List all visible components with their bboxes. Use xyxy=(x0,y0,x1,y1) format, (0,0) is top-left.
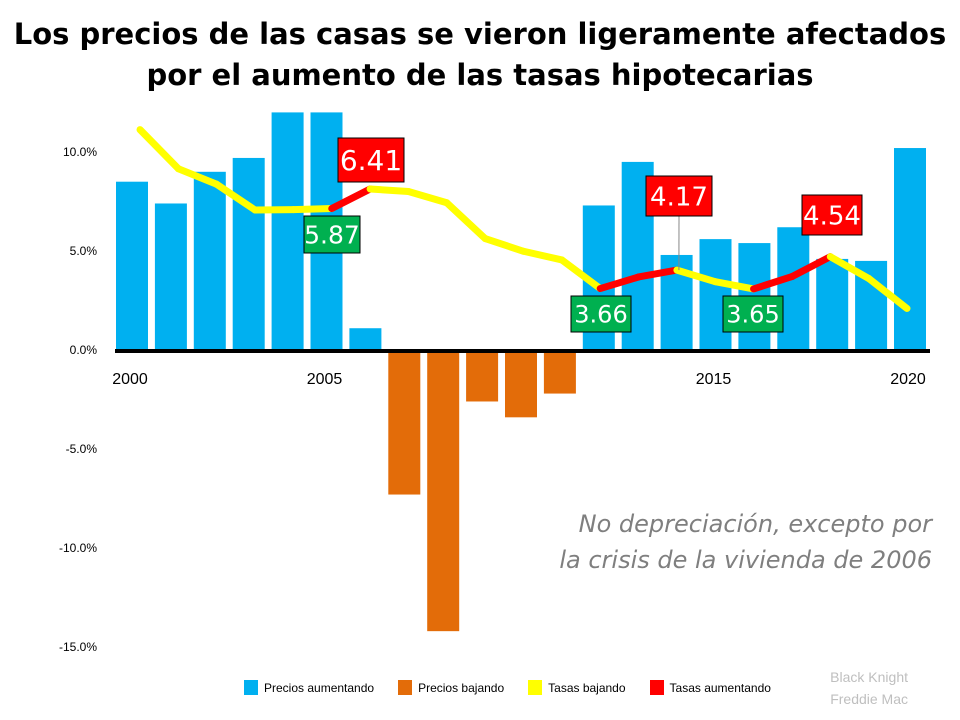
bar-2018 xyxy=(816,258,849,350)
rate-segment-2002-2003 xyxy=(213,180,259,214)
rate-segment-2005-2006 xyxy=(328,185,374,213)
rate-segment-2013-2014 xyxy=(635,266,681,281)
y-tick-label: -10.0% xyxy=(59,541,97,555)
legend-label: Tasas bajando xyxy=(548,680,626,695)
legend-label: Precios bajando xyxy=(418,680,505,695)
bar-2009 xyxy=(466,350,499,402)
source-line-2: Freddie Mac xyxy=(830,691,908,707)
bar-2020 xyxy=(894,148,926,350)
callout-box-2006 xyxy=(337,137,405,183)
annotation-line-1: No depreciación, excepto por xyxy=(578,510,932,538)
bar-2007 xyxy=(388,350,421,495)
rate-segment-2015-2016 xyxy=(711,278,758,293)
y-tick-label: -15.0% xyxy=(59,640,97,654)
y-tick-label: 0.0% xyxy=(70,343,98,357)
annotation: No depreciación, excepto por la crisis d… xyxy=(520,506,932,578)
rate-segment-2010-2011 xyxy=(520,247,566,264)
rate-segment-2017-2018 xyxy=(788,253,834,281)
bar-2015 xyxy=(699,239,732,350)
callout-box-2014 xyxy=(645,175,713,217)
annotation-line-2: la crisis de la vivienda de 2006 xyxy=(559,546,932,574)
bar-2001 xyxy=(154,203,187,350)
y-tick-label: 5.0% xyxy=(70,244,98,258)
legend-item-precios-bajando: Precios bajando xyxy=(398,680,504,695)
rate-segment-2009-2010 xyxy=(481,235,527,255)
callout-label-2016: 3.65 xyxy=(726,301,779,329)
legend-item-precios-aumentando: Precios aumentando xyxy=(244,680,374,695)
x-tick-label: 2020 xyxy=(890,371,926,388)
callout-label-2012: 3.66 xyxy=(574,301,627,329)
rate-segment-2019-2020 xyxy=(865,274,911,312)
legend-swatch xyxy=(528,680,543,695)
source: Black Knight Freddie Mac xyxy=(800,666,908,710)
legend-item-tasas-aumentando: Tasas aumentando xyxy=(649,680,771,695)
rate-segment-2018-2019 xyxy=(826,253,873,282)
callout-box-2016 xyxy=(722,295,784,333)
callout-label-2005: 5.87 xyxy=(304,221,360,250)
rate-segment-2012-2013 xyxy=(596,273,643,293)
source-line-1: Black Knight xyxy=(830,669,908,685)
bar-2008 xyxy=(427,350,460,632)
legend-label: Tasas aumentando xyxy=(669,680,771,695)
legend-swatch xyxy=(649,680,664,695)
title-line-1: Los precios de las casas se vieron liger… xyxy=(13,17,947,51)
bar-2006 xyxy=(349,328,382,350)
legend: Precios aumentando Precios bajando Tasas… xyxy=(244,680,795,695)
y-tick-label: 10.0% xyxy=(63,145,97,159)
callout-label-2018: 4.54 xyxy=(803,201,861,231)
rate-segment-2001-2002 xyxy=(174,165,221,188)
legend-item-tasas-bajando: Tasas bajando xyxy=(528,680,626,695)
bar-2010 xyxy=(505,350,537,418)
legend-label: Precios aumentando xyxy=(264,680,375,695)
legend-swatch xyxy=(398,680,413,695)
rate-segment-2004-2005 xyxy=(289,205,336,214)
callout-label-2014: 4.17 xyxy=(650,182,708,212)
legend-swatch xyxy=(244,680,258,695)
rate-segment-2011-2012 xyxy=(558,256,604,293)
rate-segment-2016-2017 xyxy=(750,273,796,293)
callout-box-2012 xyxy=(570,295,632,333)
rate-segment-2000-2001 xyxy=(136,126,182,173)
bar-2003 xyxy=(232,157,265,350)
x-tick-label: 2015 xyxy=(696,371,732,388)
chart-title: Los precios de las casas se vieron liger… xyxy=(0,14,960,96)
rate-segment-2008-2009 xyxy=(443,199,489,243)
bar-2004 xyxy=(271,112,304,351)
bar-2000 xyxy=(116,181,148,350)
callout-box-2018 xyxy=(801,194,863,236)
rate-segment-2007-2008 xyxy=(404,188,451,207)
callout-box-2005 xyxy=(303,215,361,254)
bar-2002 xyxy=(193,171,226,350)
x-tick-label: 2000 xyxy=(112,371,148,388)
bar-2011 xyxy=(543,350,576,394)
rate-segment-2014-2015 xyxy=(673,266,719,286)
x-tick-label: 2005 xyxy=(307,371,343,388)
title-line-2: por el aumento de las tasas hipotecarias xyxy=(146,58,814,92)
callout-label-2006: 6.41 xyxy=(340,144,402,177)
y-tick-label: -5.0% xyxy=(66,442,98,456)
rate-segment-2006-2007 xyxy=(366,185,412,196)
